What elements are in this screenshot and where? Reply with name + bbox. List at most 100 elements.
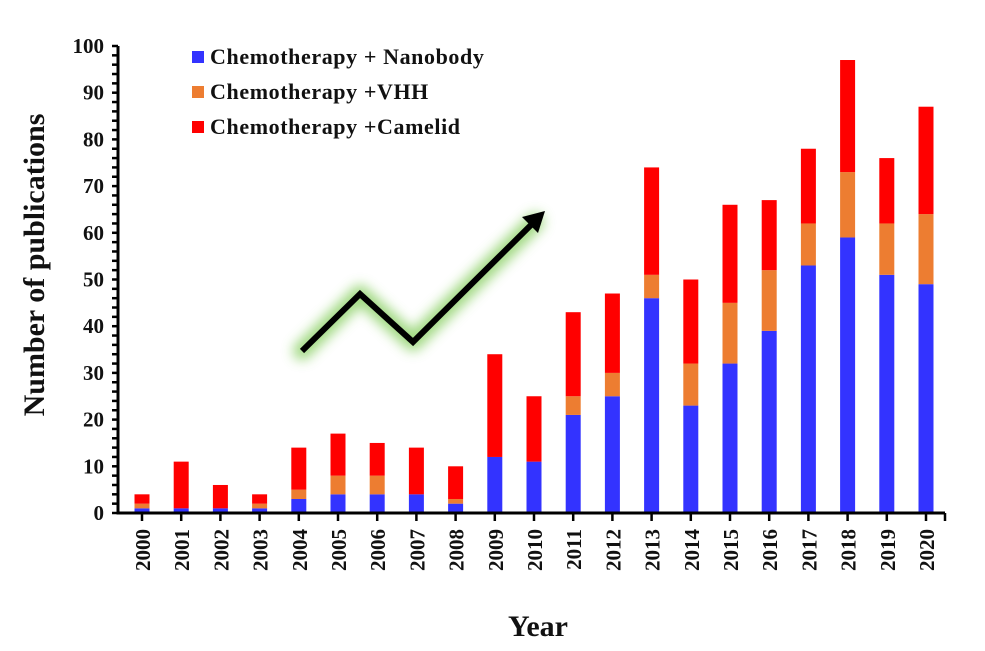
bar-2000-series-1: [134, 503, 150, 509]
bar-2007-series-2: [408, 447, 424, 495]
x-tick-label: 2020: [915, 529, 939, 571]
y-ticks: 0 10 20 30 40 50 60 70 80 90 100: [73, 34, 118, 525]
x-tick-label: 2018: [837, 529, 861, 571]
bar-2004-series-2: [291, 447, 307, 490]
bar-2011-series-2: [565, 312, 581, 397]
bars-group: [134, 60, 934, 513]
trend-arrow-line: [299, 221, 535, 354]
bar-2008-series-0: [448, 503, 464, 513]
bar-2008-series-2: [448, 466, 464, 499]
y-tick-label: 40: [83, 314, 104, 338]
bar-2013-series-2: [644, 167, 660, 275]
y-tick-label: 80: [83, 127, 104, 151]
bar-2020-series-1: [918, 214, 934, 285]
y-tick-label: 50: [83, 268, 104, 292]
bar-2016-series-0: [761, 330, 777, 513]
bar-2019-series-0: [879, 274, 895, 513]
y-axis-title: Number of publications: [18, 114, 51, 417]
x-tick-label: 2008: [445, 529, 469, 571]
bar-2004-series-1: [291, 489, 307, 499]
bar-2017-series-1: [800, 223, 816, 266]
bar-2003-series-1: [252, 503, 268, 509]
x-tick-label: 2005: [327, 529, 351, 571]
y-tick-label: 70: [83, 174, 104, 198]
bar-2006-series-0: [369, 494, 385, 513]
bar-2005-series-1: [330, 475, 346, 495]
y-tick-label: 90: [83, 81, 104, 105]
bar-2006-series-2: [369, 442, 385, 476]
bar-2003-series-0: [252, 508, 268, 513]
bar-2015-series-1: [722, 302, 738, 364]
x-tick-label: 2000: [131, 529, 155, 571]
bar-2004-series-0: [291, 498, 307, 513]
bar-2000-series-2: [134, 494, 150, 504]
bar-2000-series-0: [134, 508, 150, 513]
bar-2002-series-0: [212, 508, 228, 513]
x-tick-label: 2007: [405, 529, 429, 571]
x-tick-label: 2010: [523, 529, 547, 571]
trend-arrow-head-icon: [522, 211, 545, 233]
x-tick-label: 2001: [170, 529, 194, 571]
x-tick-label: 2012: [601, 529, 625, 571]
bar-2016-series-1: [761, 270, 777, 331]
bar-2007-series-0: [408, 494, 424, 513]
bar-2010-series-2: [526, 396, 542, 462]
trend-arrow-annotation: [293, 211, 545, 360]
bar-2017-series-0: [800, 265, 816, 513]
legend-label: Chemotherapy +Camelid: [210, 114, 461, 139]
bar-2012-series-2: [604, 293, 620, 373]
legend-swatch: [192, 86, 204, 98]
y-tick-label: 0: [94, 501, 105, 525]
y-tick-label: 60: [83, 221, 104, 245]
x-tick-label: 2017: [797, 529, 821, 571]
bar-2014-series-1: [683, 363, 699, 406]
y-tick-label: 20: [83, 408, 104, 432]
bar-2009-series-2: [487, 354, 503, 457]
bar-2014-series-0: [683, 405, 699, 513]
bar-2008-series-1: [448, 498, 464, 504]
legend-swatch: [192, 51, 204, 63]
bar-2003-series-2: [252, 494, 268, 504]
legend-swatch: [192, 121, 204, 133]
x-tick-label: 2014: [680, 529, 704, 572]
y-axis: 0 10 20 30 40 50 60 70 80 90 100: [73, 34, 120, 525]
bar-2005-series-0: [330, 494, 346, 513]
x-tick-label: 2016: [758, 529, 782, 571]
x-tick-label: 2002: [209, 529, 233, 571]
bar-2002-series-2: [212, 484, 228, 509]
x-tick-label: 2011: [562, 529, 586, 570]
bar-2017-series-2: [800, 148, 816, 224]
x-tick-label: 2009: [484, 529, 508, 571]
bar-2013-series-0: [644, 298, 660, 513]
bar-2019-series-2: [879, 158, 895, 224]
bar-2018-series-0: [840, 237, 856, 513]
bar-2020-series-0: [918, 284, 934, 513]
bar-2011-series-1: [565, 396, 581, 415]
x-tick-label: 2019: [876, 529, 900, 571]
bar-2014-series-2: [683, 279, 699, 364]
x-axis-title: Year: [508, 610, 568, 643]
y-tick-label: 30: [83, 361, 104, 385]
x-axis: 2000 2001 2002 2003 2004 2005 2006 2007 2008 2009…: [116, 511, 947, 572]
legend-label: Chemotherapy +VHH: [210, 79, 429, 104]
bar-2015-series-0: [722, 363, 738, 513]
bar-2019-series-1: [879, 223, 895, 275]
y-tick-label: 10: [83, 454, 104, 478]
x-tick-label: 2013: [641, 529, 665, 571]
bar-2010-series-0: [526, 461, 542, 513]
bar-2018-series-2: [840, 60, 856, 173]
bar-2005-series-2: [330, 433, 346, 476]
legend: Chemotherapy + Nanobody Chemotherapy +VHH…: [192, 44, 484, 139]
trend-arrow-glow: [293, 213, 544, 360]
bar-2012-series-1: [604, 372, 620, 397]
bar-2013-series-1: [644, 274, 660, 299]
bar-2015-series-2: [722, 204, 738, 303]
x-tick-label: 2004: [288, 529, 312, 572]
x-ticks: 2000 2001 2002 2003 2004 2005 2006 2007 2008 2009…: [131, 513, 947, 572]
bar-2012-series-0: [604, 396, 620, 513]
bar-2020-series-2: [918, 106, 934, 215]
x-tick-label: 2015: [719, 529, 743, 571]
legend-label: Chemotherapy + Nanobody: [210, 44, 484, 69]
bar-2016-series-2: [761, 200, 777, 271]
